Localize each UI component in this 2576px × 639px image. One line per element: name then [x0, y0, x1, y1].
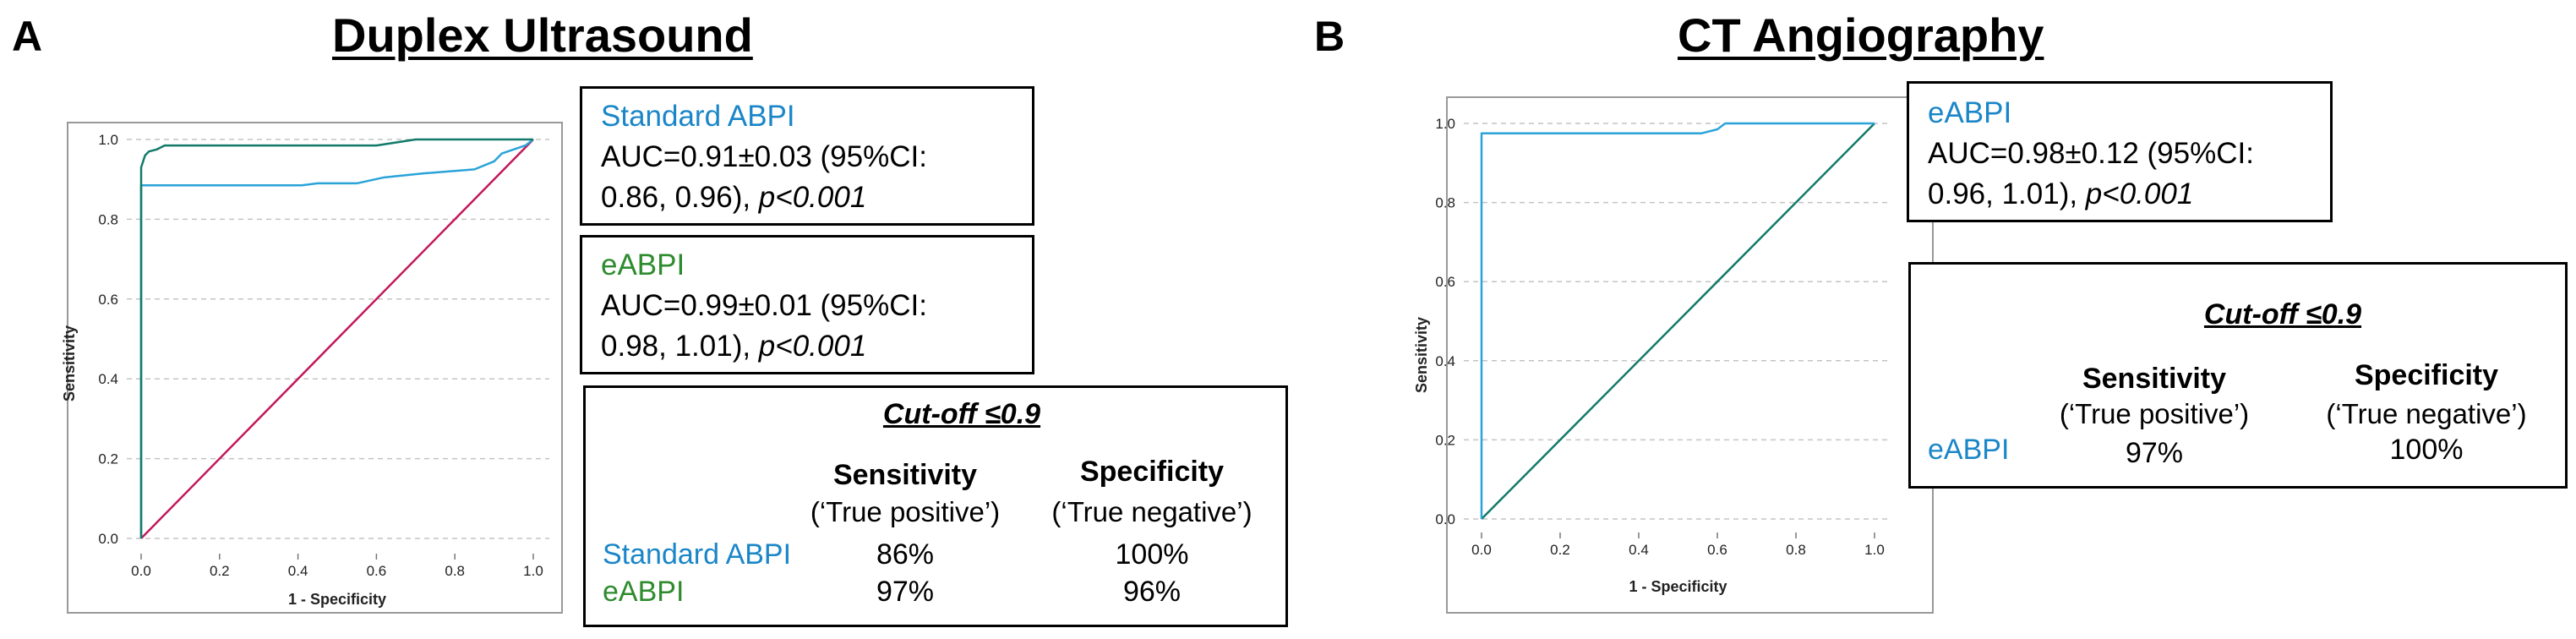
auc-value-line: AUC=0.98±0.12 (95%CI:	[1928, 137, 2254, 170]
cutoff-table-a: Cut-off ≤0.9 Sensitivity (‘True positive…	[583, 385, 1288, 627]
roc-curve-line	[140, 139, 534, 539]
p-value: p<0.001	[758, 330, 867, 363]
y-tick-label: 0.8	[98, 211, 118, 227]
p-value: p<0.001	[758, 181, 867, 214]
x-tick-label: 1.0	[523, 563, 543, 579]
y-tick-label: 0.2	[98, 451, 118, 467]
y-tick-label: 0.2	[1435, 432, 1455, 448]
row-specificity: 96%	[1122, 576, 1182, 608]
y-tick-label: 0.6	[1435, 274, 1455, 290]
y-tick-label: 0.4	[1435, 353, 1455, 369]
x-tick-label: 0.4	[288, 563, 308, 579]
x-tick-label: 0.8	[445, 563, 465, 579]
y-tick-label: 0.4	[98, 371, 118, 387]
auc-box-standard-abpi: Standard ABPI AUC=0.91±0.03 (95%CI: 0.86…	[580, 86, 1034, 226]
specificity-subheader: (‘True negative’)	[1051, 496, 1253, 527]
auc-box-eabpi: eABPI AUC=0.99±0.01 (95%CI: 0.98, 1.01),…	[580, 235, 1034, 374]
cutoff-title: Cut-off ≤0.9	[2203, 298, 2362, 330]
x-tick-label: 0.6	[367, 563, 387, 579]
sensitivity-header: Sensitivity	[832, 459, 978, 491]
y-tick-label: 0.6	[98, 292, 118, 308]
auc-ci-text: 0.96, 1.01),	[1928, 178, 2086, 210]
x-tick-label: 0.6	[1707, 542, 1727, 558]
roc-curve-line	[139, 138, 533, 538]
y-tick-label: 0.0	[98, 531, 118, 547]
roc-chart-a: 0.0 0.0 0.2 0.2 0.4 0.4 0.6 0.6 0.8 0.8 1.0 1.0 1 - …	[61, 122, 563, 614]
sensitivity-subheader: (‘True positive’)	[2059, 398, 2250, 429]
x-axis-label: 1 - Specificity	[288, 591, 386, 608]
roc-curve-line	[139, 139, 534, 538]
auc-box-name: eABPI	[1928, 96, 2012, 129]
roc-chart-b: 0.0 0.0 0.2 0.2 0.4 0.4 0.6 0.6 0.8 0.8 1.0 1.0 1 - …	[1413, 96, 1934, 614]
row-specificity: 100%	[2389, 434, 2464, 466]
specificity-subheader: (‘True negative’)	[2326, 398, 2527, 429]
auc-ci-text: 0.98, 1.01),	[601, 330, 759, 363]
row-sensitivity: 86%	[876, 538, 935, 571]
specificity-header: Specificity	[1079, 456, 1225, 488]
x-tick-label: 0.0	[1471, 542, 1492, 558]
y-axis-label: Sensitivity	[61, 325, 78, 401]
plot-frame	[67, 122, 563, 614]
roc-curve-line	[1481, 123, 1875, 520]
y-tick-label: 0.0	[1435, 511, 1455, 527]
roc-curve-line	[1480, 122, 1875, 519]
panel-letter-b: B	[1314, 13, 1345, 60]
x-tick-label: 1.0	[1864, 542, 1885, 558]
x-tick-label: 0.4	[1629, 542, 1649, 558]
x-tick-label: 0.2	[210, 563, 230, 579]
row-specificity: 100%	[1115, 538, 1189, 571]
y-tick-label: 1.0	[1435, 116, 1455, 132]
row-sensitivity: 97%	[876, 576, 935, 608]
row-sensitivity: 97%	[2125, 437, 2184, 469]
plot-frame	[1446, 96, 1934, 614]
p-value: p<0.001	[2085, 178, 2194, 210]
specificity-header: Specificity	[2354, 359, 2499, 391]
x-tick-label: 0.2	[1550, 542, 1570, 558]
x-tick-label: 0.0	[131, 563, 151, 579]
roc-plot-b: 0.0 0.0 0.2 0.2 0.4 0.4 0.6 0.6 0.8 0.8 1.0 1.0 1 - …	[1413, 116, 1891, 595]
row-name-eabpi: eABPI	[603, 576, 685, 608]
x-axis-label: 1 - Specificity	[1629, 578, 1727, 595]
row-name-eabpi: eABPI	[1928, 434, 2010, 466]
cutoff-table-b: Cut-off ≤0.9 Sensitivity (‘True positive…	[1908, 262, 2568, 489]
auc-ci-line: 0.98, 1.01), p<0.001	[601, 325, 866, 368]
panel-letter-a: A	[12, 13, 43, 60]
x-tick-label: 0.8	[1786, 542, 1806, 558]
y-tick-label: 1.0	[98, 132, 118, 148]
y-axis-label: Sensitivity	[1413, 317, 1430, 393]
sensitivity-subheader: (‘True positive’)	[810, 496, 1001, 527]
auc-ci-line: 0.96, 1.01), p<0.001	[1928, 173, 2193, 216]
cutoff-title: Cut-off ≤0.9	[882, 398, 1041, 430]
auc-value-line: AUC=0.91±0.03 (95%CI:	[601, 140, 927, 173]
y-tick-label: 0.8	[1435, 195, 1455, 211]
sensitivity-header: Sensitivity	[2082, 363, 2227, 395]
auc-box-name: eABPI	[601, 248, 685, 281]
auc-ci-line: 0.86, 0.96), p<0.001	[601, 177, 866, 219]
auc-value-line: AUC=0.99±0.01 (95%CI:	[601, 289, 927, 322]
row-name-standard-abpi: Standard ABPI	[603, 538, 792, 571]
panel-title-b: CT Angiography	[1678, 8, 2044, 62]
roc-plot-a: 0.0 0.0 0.2 0.2 0.4 0.4 0.6 0.6 0.8 0.8 1.0 1.0 1 - …	[61, 132, 549, 608]
auc-box-name: Standard ABPI	[601, 100, 795, 133]
auc-box-eabpi-ct: eABPI AUC=0.98±0.12 (95%CI: 0.96, 1.01),…	[1907, 81, 2333, 222]
auc-ci-text: 0.86, 0.96),	[601, 181, 759, 214]
panel-title-a: Duplex Ultrasound	[332, 8, 753, 62]
